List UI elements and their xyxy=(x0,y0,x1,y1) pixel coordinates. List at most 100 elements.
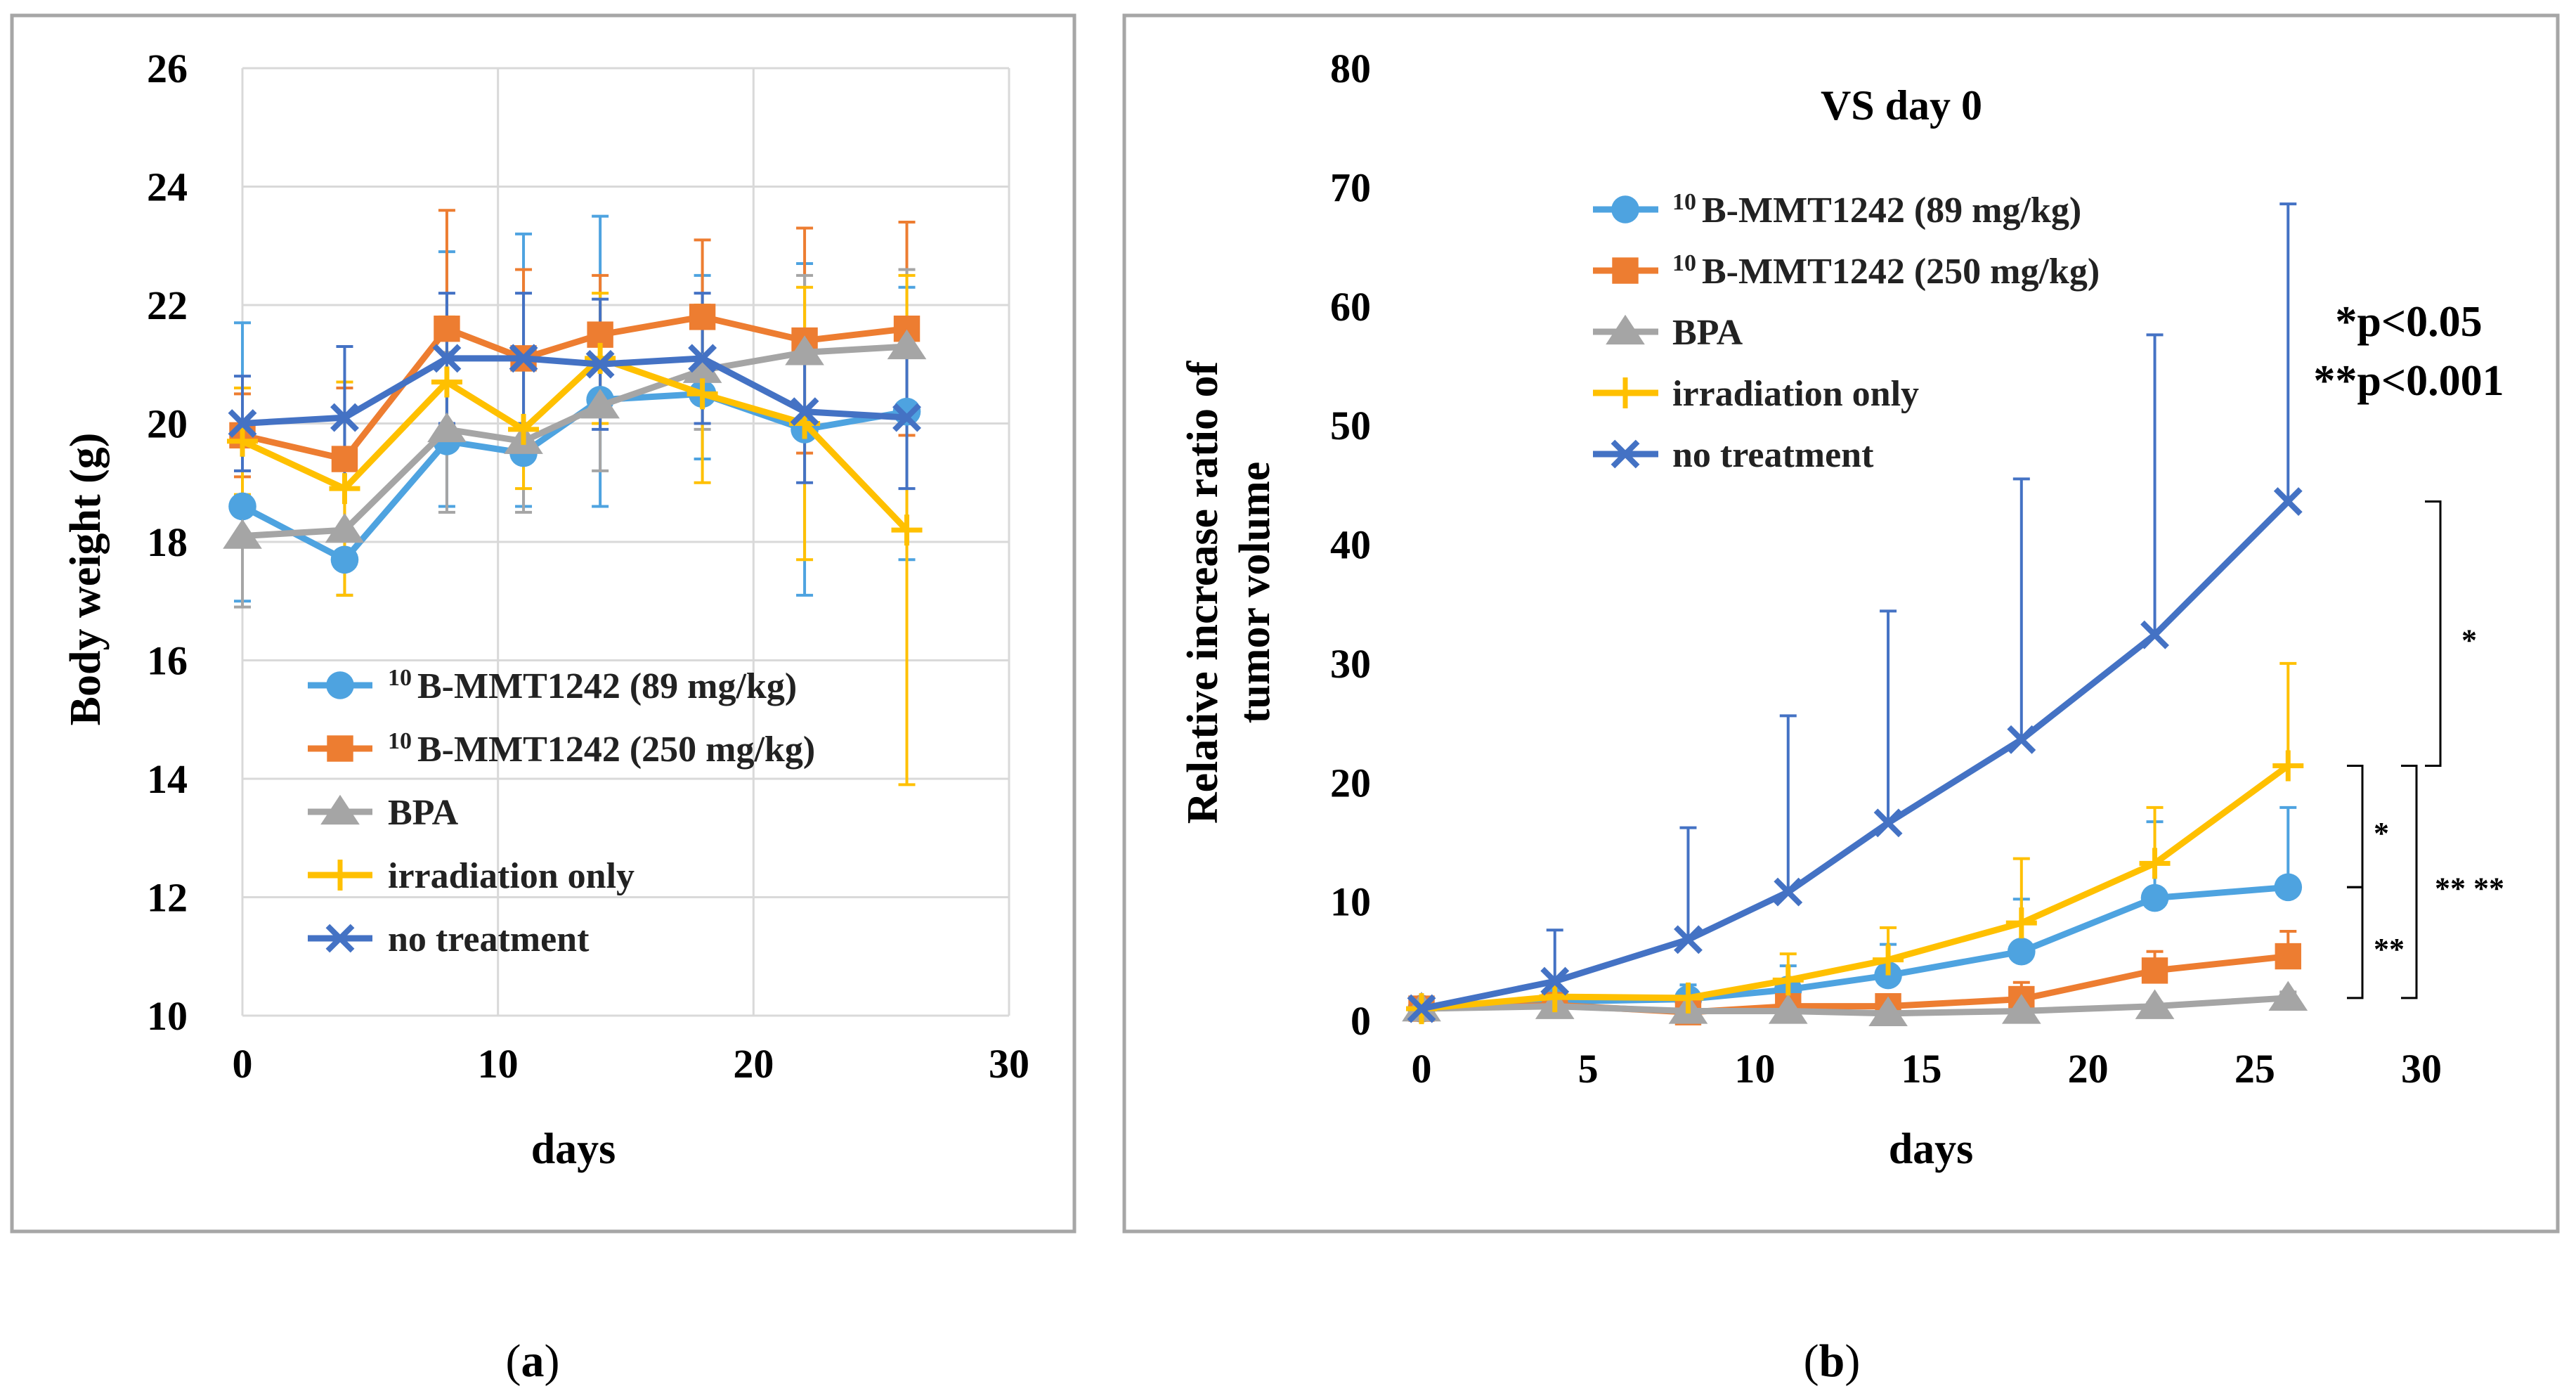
panel-b-data-point xyxy=(1539,981,1570,1013)
panel-b-x-tick-label: 20 xyxy=(2068,1046,2109,1092)
panel-b-x-tick-label: 25 xyxy=(2235,1046,2275,1092)
legend-a-label-text: B-MMT1242 (89 mg/kg) xyxy=(417,666,797,706)
panel-a-series-line xyxy=(242,343,907,540)
significance-bracket xyxy=(2425,500,2442,768)
panel-a-data-point xyxy=(689,304,716,330)
panel-b-data-point xyxy=(1873,944,1904,976)
panel-a-y-tick-label: 16 xyxy=(147,638,188,684)
panel-b-ticks: 0 10 20 30 40 50 60 70 80 0 5 10 15 20 25 30 xyxy=(1330,46,2442,1092)
panel-b-data-point xyxy=(1672,982,1704,1014)
panel-b-y-tick-label: 60 xyxy=(1330,284,1371,330)
legend-a-label: 10 B-MMT1242 (250 mg/kg) xyxy=(388,728,815,770)
panel-b-x-tick-label: 15 xyxy=(1901,1046,1942,1092)
legend-a-label: no treatment xyxy=(388,919,590,959)
panel-b-series xyxy=(1402,487,2308,1026)
legend-b-swatch-marker xyxy=(1606,314,1645,345)
significance-bracket-label: ** xyxy=(2374,932,2405,966)
panel-a-data-point xyxy=(580,389,620,419)
panel-b-series-line xyxy=(1421,763,2290,1012)
legend-b-label: 10 B-MMT1242 (89 mg/kg) xyxy=(1672,189,2081,231)
panel-b-title: VS day 0 xyxy=(1821,82,1982,129)
panel-b-data-point xyxy=(1768,994,1808,1024)
caption-a-letter: a xyxy=(521,1335,545,1387)
caption-b-letter: b xyxy=(1819,1335,1845,1387)
legend-a-swatch-marker xyxy=(327,735,353,762)
legend-a-label-superscript: 10 xyxy=(388,665,412,691)
panel-a-y-tick-label: 14 xyxy=(147,756,188,802)
panel-b-data-point xyxy=(2140,620,2169,649)
panel-a-data-point xyxy=(227,425,258,457)
panel-a-data-point xyxy=(891,514,923,546)
panel-a-data-point xyxy=(228,492,256,521)
panel-a-data-point xyxy=(431,366,462,398)
panel-a-series xyxy=(223,304,927,574)
panel-a-x-tick-label: 0 xyxy=(233,1041,253,1087)
panel-b-data-point xyxy=(1540,966,1570,996)
legend-b-label: no treatment xyxy=(1672,435,1874,475)
legend-b-label: BPA xyxy=(1672,313,1743,353)
panel-a-series-line xyxy=(241,355,909,533)
panel-a-y-tick-label: 12 xyxy=(147,875,188,921)
panel-a-frame xyxy=(10,13,1076,1234)
legend-a-swatch-marker xyxy=(325,924,355,953)
panel-a-data-point xyxy=(228,409,257,438)
legend-b-swatch-marker xyxy=(1612,257,1639,284)
panel-b-y-tick-label: 50 xyxy=(1330,403,1371,448)
legend-a-label-text: B-MMT1242 (250 mg/kg) xyxy=(417,730,815,770)
legend-b-label-text: B-MMT1242 (89 mg/kg) xyxy=(1702,190,2081,231)
panel-a-data-point xyxy=(325,512,365,543)
panel-b-legend: 10 B-MMT1242 (89 mg/kg)10 B-MMT1242 (250 m… xyxy=(1593,189,2100,475)
panel-a-data-point xyxy=(330,403,359,432)
panel-a-data-point xyxy=(509,344,538,373)
panel-a-series-line xyxy=(241,313,908,462)
panel-b-data-point xyxy=(2275,943,2301,970)
panel-a-y-tick-label: 22 xyxy=(147,283,188,328)
panel-b-y-tick-label: 30 xyxy=(1330,641,1371,687)
panel-b-data-point xyxy=(2272,750,2304,782)
panel-b-data-point xyxy=(2007,725,2036,754)
panel-a-x-tick-label: 30 xyxy=(989,1041,1029,1087)
panel-a-y-tick-label: 20 xyxy=(147,401,188,447)
panel-b-significance-brackets: ****** ** xyxy=(2347,500,2504,999)
panel-b-y-tick-label: 10 xyxy=(1330,879,1371,925)
significance-bracket-label: ** ** xyxy=(2435,872,2504,906)
panel-b-data-point xyxy=(1868,996,1908,1026)
panel-b-data-point xyxy=(1674,925,1703,954)
panel-b-y-axis-title-line-2: tumor volume xyxy=(1231,462,1279,724)
panel-a-x-tick-label: 20 xyxy=(733,1041,774,1087)
panel-b-data-point xyxy=(1874,961,1902,990)
panel-a-x-axis-title: days xyxy=(531,1125,616,1173)
panel-a-data-point xyxy=(330,545,359,574)
legend-b-label-text: B-MMT1242 (250 mg/kg) xyxy=(1702,252,2100,292)
panel-b-data-point xyxy=(2274,873,2303,902)
panel-b-series-line xyxy=(1421,884,2289,1012)
panel-a-data-point xyxy=(682,353,722,383)
panel-b-data-point xyxy=(2141,957,2168,984)
panel-a-data-point xyxy=(434,316,460,342)
panel-b-y-tick-label: 20 xyxy=(1330,760,1371,805)
panel-a-data-point xyxy=(331,446,358,472)
panel-b-y-tick-label: 40 xyxy=(1330,522,1371,568)
significance-note-2: **p<0.001 xyxy=(2313,357,2504,405)
panel-b-x-tick-label: 0 xyxy=(1412,1046,1432,1092)
panel-a-y-tick-label: 24 xyxy=(147,164,188,210)
panel-a-y-tick-label: 26 xyxy=(147,46,188,91)
panel-b-data-point xyxy=(2001,994,2041,1024)
panel-a-data-point xyxy=(329,473,360,505)
panel-a-data-point xyxy=(432,344,462,373)
panel-a-data-point xyxy=(785,335,824,365)
panel-a-data-point xyxy=(585,349,615,379)
panel-a-data-point xyxy=(790,397,819,427)
panel-a-data-point xyxy=(892,403,921,432)
panel-b-y-tick-label: 0 xyxy=(1351,998,1371,1044)
panel-a-data-point xyxy=(427,412,467,443)
panel-a-data-point xyxy=(508,413,540,445)
panel-a-data-point xyxy=(687,378,718,410)
legend-a-swatch-marker xyxy=(320,794,360,825)
panel-b-series-line xyxy=(1421,995,2289,1017)
legend-b-swatch-marker xyxy=(1611,439,1640,469)
panel-b-x-tick-label: 10 xyxy=(1734,1046,1775,1092)
panel-a-x-tick-label: 10 xyxy=(478,1041,519,1087)
